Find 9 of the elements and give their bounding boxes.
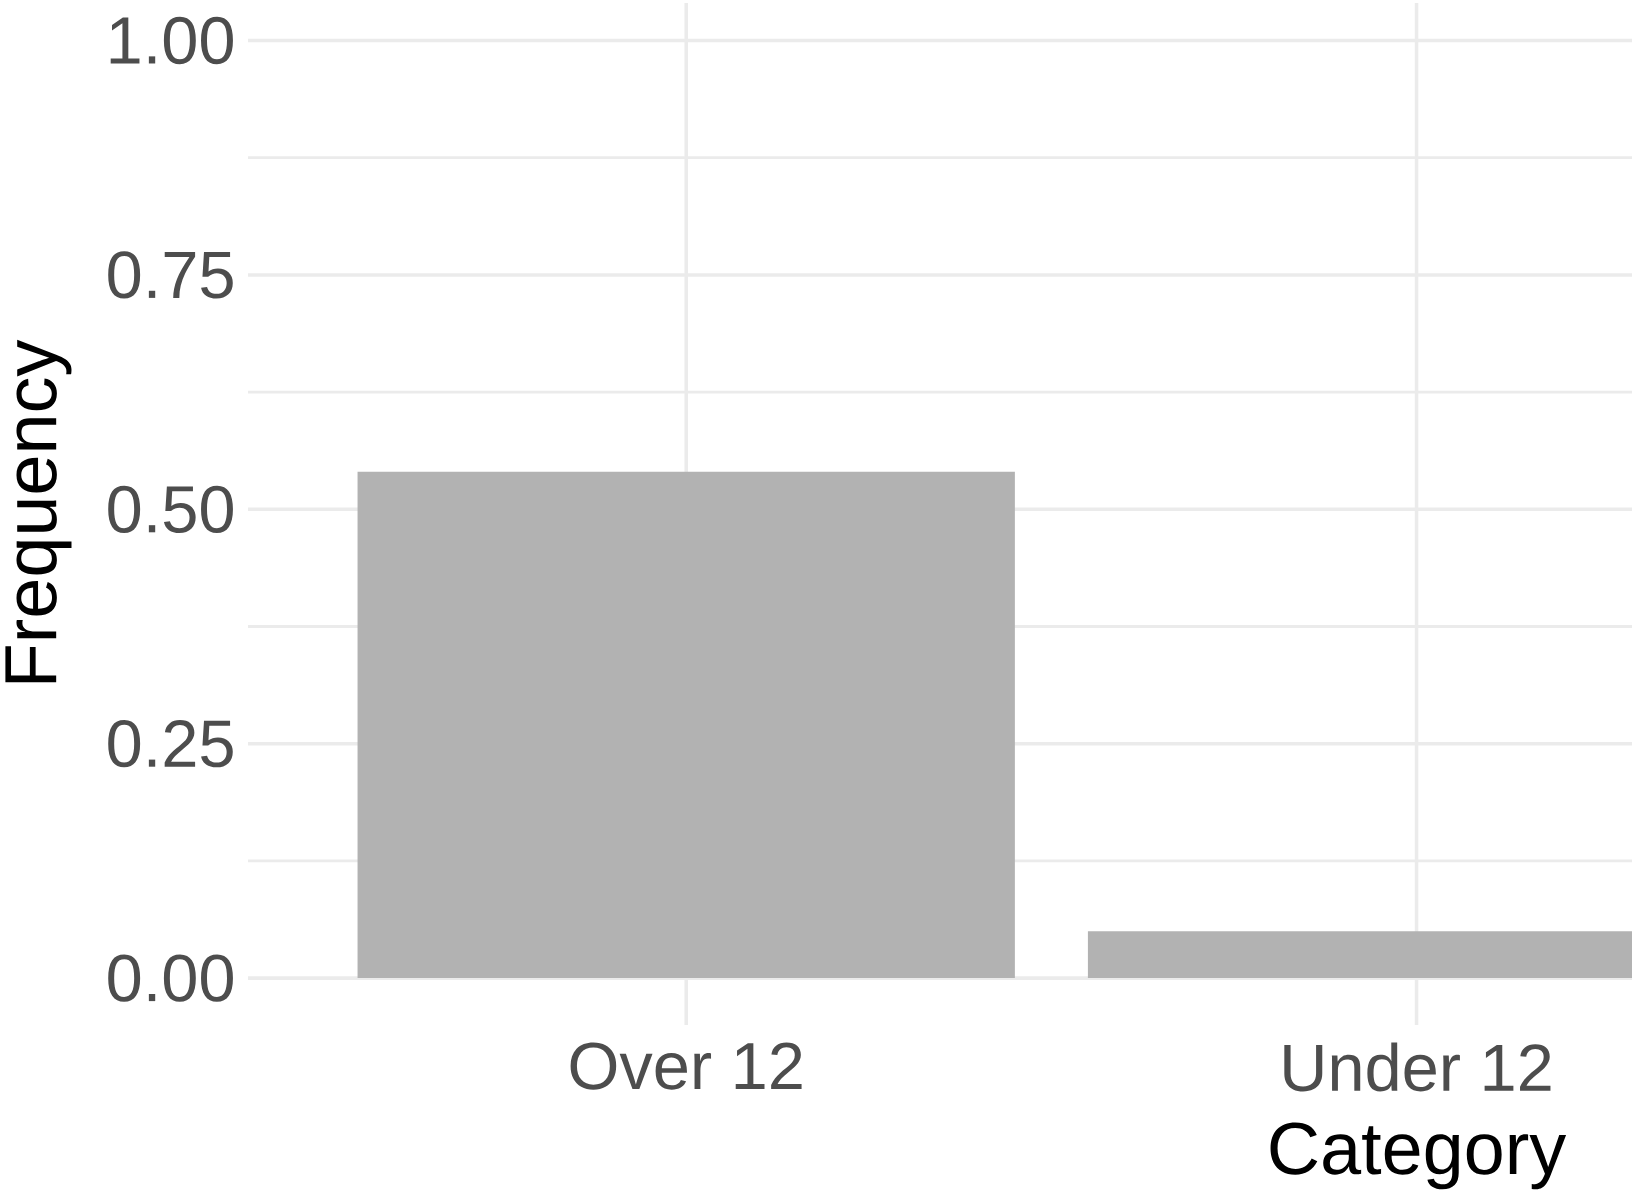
y-tick-label: 1.00: [110, 16, 233, 65]
x-tick-label: Over 12: [570, 1042, 802, 1090]
x-tick-label: Under 12: [1284, 1042, 1551, 1092]
x-axis-title: Category: [1270, 1122, 1567, 1190]
y-tick-label: 0.75: [108, 251, 233, 299]
y-axis-title: Frequency: [5, 339, 72, 683]
y-tick-label: 0.50: [108, 485, 233, 533]
y-tick-label: 0.25: [108, 720, 233, 768]
y-tick-label: 0.00: [108, 954, 233, 1002]
